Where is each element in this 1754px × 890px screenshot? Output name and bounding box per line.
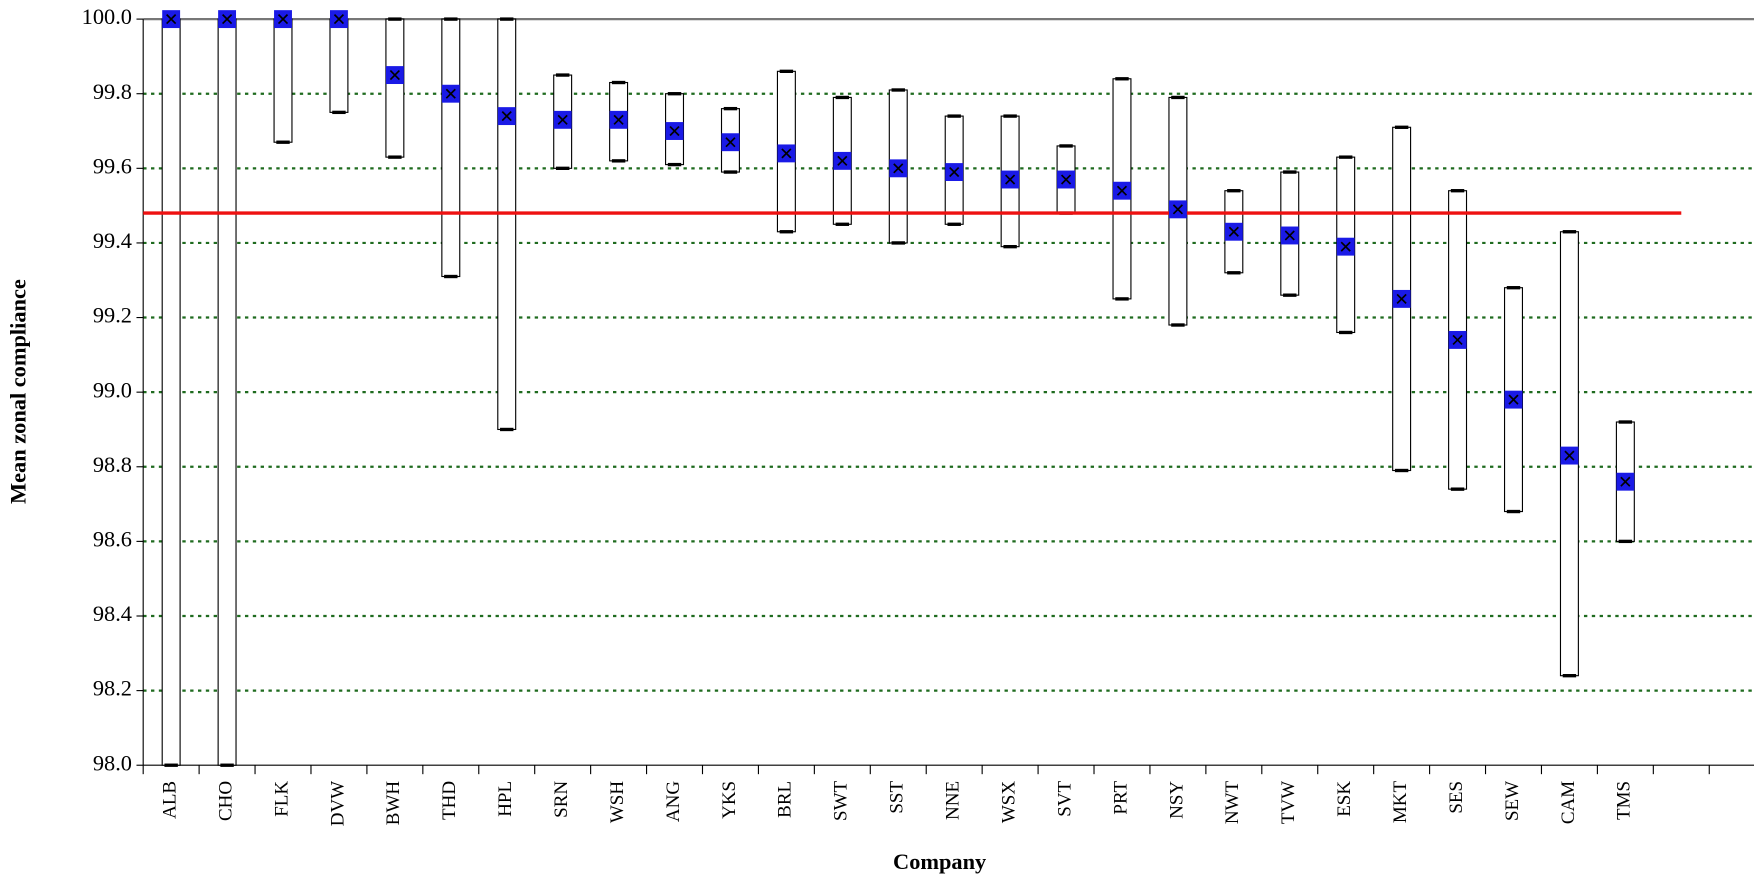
mean-marker (274, 10, 292, 29)
x-tick-label: SST (887, 780, 908, 813)
range-bar (385, 18, 405, 158)
mean-marker (1001, 170, 1020, 189)
x-tick-label: SVT (1054, 781, 1075, 817)
mean-marker (721, 133, 740, 152)
y-tick-label: 99.0 (93, 377, 132, 402)
mean-marker (1168, 200, 1187, 219)
x-tick-label: DVW (327, 781, 348, 826)
mean-marker (497, 107, 516, 126)
y-tick-label: 99.4 (93, 228, 132, 253)
mean-marker (553, 110, 572, 129)
x-tick-label: TVW (1278, 781, 1299, 824)
y-tick-label: 99.2 (93, 303, 132, 328)
x-tick-label: NWT (1222, 780, 1243, 824)
x-tick-label: NSY (1166, 781, 1187, 819)
mean-marker (777, 144, 796, 163)
x-axis-title: Company (893, 849, 986, 874)
mean-marker (1336, 237, 1355, 256)
x-tick-label: SES (1446, 781, 1467, 814)
range-bar (497, 18, 517, 431)
y-tick-label: 98.8 (93, 452, 132, 477)
x-tick-label: BWH (383, 781, 404, 826)
mean-marker (1280, 226, 1299, 245)
mean-marker (329, 10, 348, 29)
x-tick-label: TMS (1614, 781, 1635, 820)
y-tick-label: 100.0 (82, 4, 132, 29)
range-bar (217, 18, 237, 766)
x-tick-label: SEW (1502, 781, 1523, 821)
range-bar (441, 18, 461, 278)
x-tick-label: SRN (551, 781, 572, 818)
mean-marker (1057, 170, 1075, 189)
mean-marker (1392, 289, 1411, 308)
range-bar (161, 18, 181, 766)
range-bar (273, 18, 293, 143)
x-tick-label: ALB (160, 781, 181, 819)
y-tick-label: 98.4 (93, 601, 132, 626)
x-tick-label: BRL (775, 781, 796, 818)
mean-marker (1504, 390, 1523, 409)
x-tick-label: ESK (1334, 781, 1355, 817)
x-tick-label: WSH (607, 781, 628, 824)
y-tick-label: 98.6 (93, 527, 132, 552)
x-tick-label: SWT (831, 780, 852, 821)
mean-marker (1616, 472, 1635, 491)
mean-marker (945, 163, 964, 182)
mean-marker (218, 10, 237, 29)
x-tick-label: WSX (998, 781, 1019, 824)
mean-marker (162, 10, 181, 29)
mean-marker (889, 159, 908, 178)
y-tick-label: 98.2 (93, 676, 132, 701)
x-tick-label: YKS (719, 781, 740, 819)
x-tick-label: CHO (215, 781, 236, 821)
x-tick-label: NNE (943, 781, 964, 820)
range-bar (329, 18, 349, 113)
y-tick-label: 99.8 (93, 79, 132, 104)
mean-marker (833, 151, 852, 170)
mean-marker (665, 122, 684, 140)
mean-marker (1224, 222, 1243, 241)
mean-marker (609, 110, 628, 129)
y-axis-title: Mean zonal compliance (5, 279, 30, 504)
y-tick-label: 99.6 (93, 153, 132, 178)
y-tick-label: 98.0 (93, 750, 132, 775)
x-tick-label: THD (439, 781, 460, 820)
x-tick-label: CAM (1558, 781, 1579, 824)
x-tick-label: MKT (1390, 781, 1411, 824)
x-tick-label: PRT (1110, 781, 1131, 815)
mean-marker (1113, 181, 1131, 200)
x-tick-label: HPL (495, 781, 516, 817)
x-tick-label: FLK (271, 781, 292, 817)
x-tick-label: ANG (663, 781, 684, 822)
mean-marker (441, 84, 460, 103)
mean-marker (1560, 446, 1579, 465)
mean-marker (385, 66, 404, 85)
mean-marker (1448, 330, 1467, 349)
